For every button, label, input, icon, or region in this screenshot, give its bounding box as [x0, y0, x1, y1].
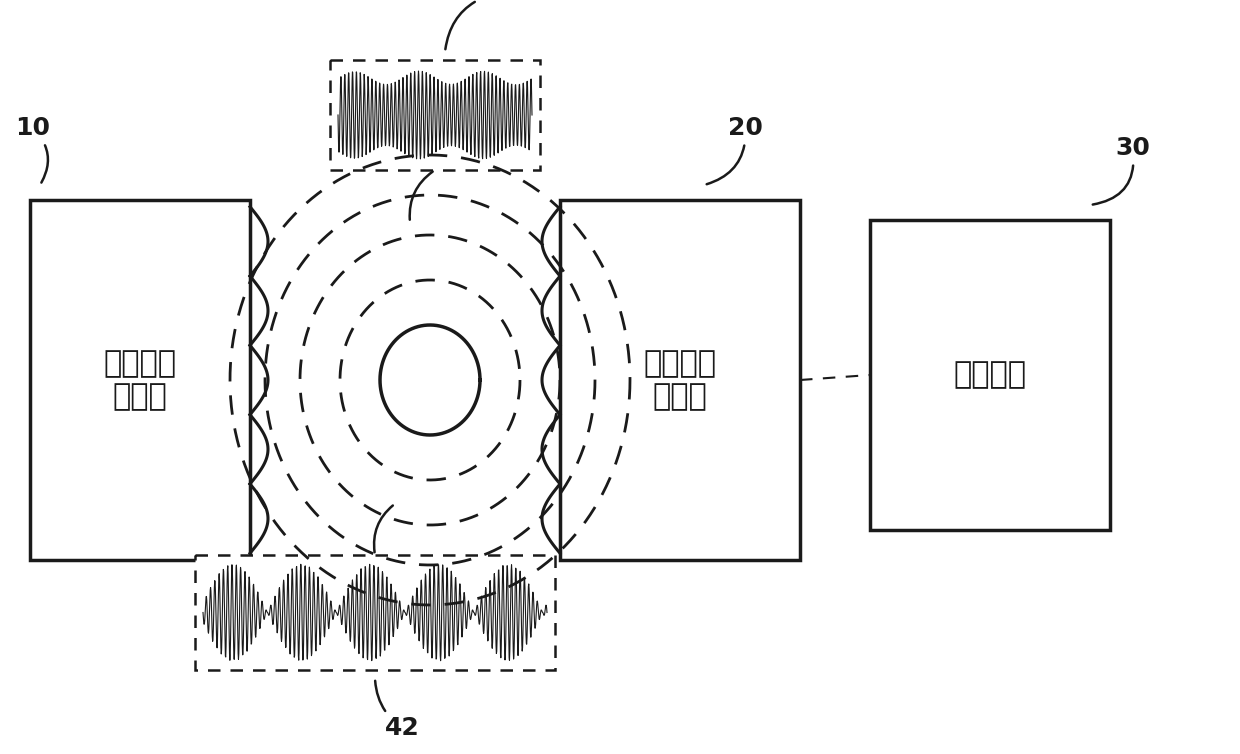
- Text: 41: 41: [445, 0, 515, 49]
- Bar: [870, 220, 1110, 530]
- Text: 42: 42: [376, 681, 420, 740]
- Text: 电子设备: 电子设备: [954, 360, 1027, 390]
- Bar: [30, 200, 250, 560]
- Bar: [195, 555, 556, 670]
- Text: 无线电力
接收端: 无线电力 接收端: [644, 348, 717, 411]
- Text: 30: 30: [1092, 136, 1149, 204]
- Bar: [330, 60, 539, 170]
- Text: 20: 20: [707, 116, 763, 184]
- Text: 10: 10: [15, 116, 50, 182]
- Bar: [560, 200, 800, 560]
- Text: 无线电力
传输端: 无线电力 传输端: [103, 348, 176, 411]
